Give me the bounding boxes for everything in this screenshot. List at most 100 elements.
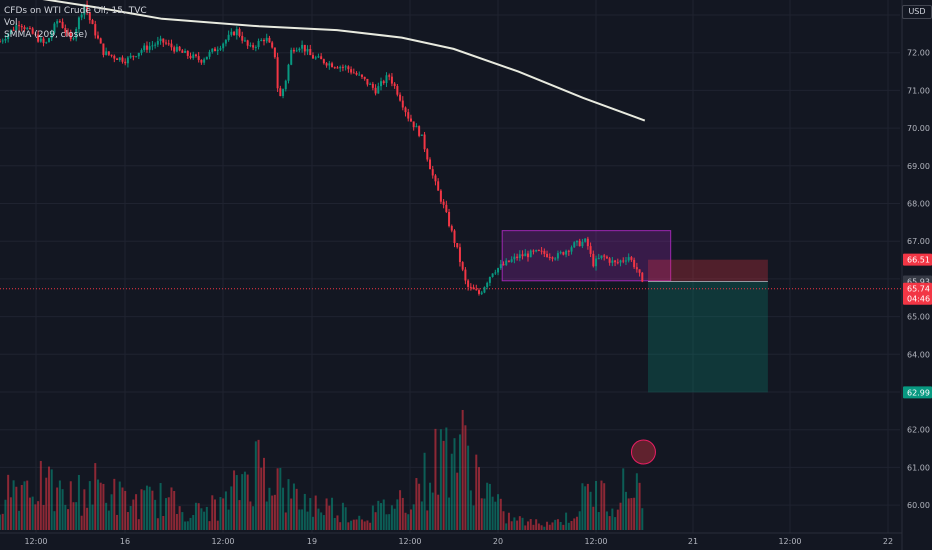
candle-body xyxy=(584,238,587,242)
volume-bar xyxy=(619,502,622,530)
volume-bar xyxy=(284,512,287,530)
candle-body xyxy=(37,34,40,42)
candle-body xyxy=(287,64,290,81)
volume-bar xyxy=(573,518,576,530)
volume-bar xyxy=(437,494,440,530)
volume-bar xyxy=(390,505,393,530)
bar-countdown-label: 04:46 xyxy=(907,295,930,304)
candle-body xyxy=(189,55,192,59)
volume-bar xyxy=(58,480,61,530)
volume-bar xyxy=(170,487,173,530)
volume-bar xyxy=(526,521,529,530)
volume-bar xyxy=(614,517,617,530)
candle-body xyxy=(311,55,314,59)
candle-body xyxy=(480,292,483,294)
chart-legend: CFDs on WTI Crude Oil, 15, TVC Vol SMMA … xyxy=(4,5,147,41)
symbol-title[interactable]: CFDs on WTI Crude Oil, 15, TVC xyxy=(4,6,147,16)
volume-bar xyxy=(567,522,570,530)
candle-body xyxy=(627,257,630,261)
volume-bar xyxy=(254,441,257,530)
volume-bar xyxy=(148,486,151,530)
volume-bar xyxy=(181,512,184,530)
volume-bar xyxy=(118,481,121,530)
candle-body xyxy=(4,38,7,41)
volume-indicator-label[interactable]: Vol xyxy=(4,18,18,28)
volume-bar xyxy=(434,428,437,530)
candle-body xyxy=(458,247,461,263)
volume-bar xyxy=(28,497,31,530)
candle-body xyxy=(322,59,325,64)
candle-body xyxy=(154,44,157,46)
candle-body xyxy=(494,272,497,274)
volume-bar xyxy=(175,513,178,530)
candle-body xyxy=(434,175,437,182)
chart-drawings[interactable] xyxy=(0,230,902,393)
candle-body xyxy=(467,280,470,287)
candle-body xyxy=(325,63,328,66)
volume-bar xyxy=(77,474,80,530)
time-axis[interactable]: 12:00 16 12:00 19 12:00 20 12:00 21 12:00 22 xyxy=(0,532,902,546)
volume-bar xyxy=(507,512,510,530)
volume-bar xyxy=(439,429,442,530)
candle-body xyxy=(181,50,184,53)
volume-bar xyxy=(265,501,268,530)
candle-body xyxy=(23,27,26,30)
candle-body xyxy=(586,238,589,247)
price-axis[interactable]: 73.0072.0071.0070.0069.0068.0067.0066.00… xyxy=(901,0,930,550)
time-tick-label: 12:00 xyxy=(398,537,421,546)
volume-bar xyxy=(317,508,320,530)
currency-button[interactable]: USD xyxy=(902,5,932,19)
candle-body xyxy=(124,61,127,64)
price-tick-label: 72.00 xyxy=(907,49,930,58)
candle-body xyxy=(396,86,399,95)
candle-body xyxy=(132,55,135,57)
candle-body xyxy=(77,17,80,29)
volume-bar xyxy=(113,478,116,530)
volume-bar xyxy=(524,525,527,530)
volume-bar xyxy=(429,482,432,530)
target-price-label: 62.99 xyxy=(907,388,930,397)
candle-body xyxy=(505,260,508,265)
volume-bar xyxy=(450,453,453,530)
candle-body xyxy=(290,49,293,65)
candle-body xyxy=(249,45,252,47)
price-tick-label: 71.00 xyxy=(907,86,930,95)
volume-bar xyxy=(605,511,608,530)
volume-bar xyxy=(445,427,448,530)
volume-bar xyxy=(497,494,500,530)
candle-body xyxy=(344,66,347,68)
candle-body xyxy=(20,25,23,28)
candle-body xyxy=(575,240,578,243)
target-price-label-bg xyxy=(903,386,932,399)
candle-body xyxy=(518,254,521,259)
candle-body xyxy=(69,32,72,39)
candle-body xyxy=(126,57,129,64)
volume-bar xyxy=(347,522,350,530)
volume-bar xyxy=(107,510,110,530)
candle-body xyxy=(393,83,396,87)
price-tick-label: 62.00 xyxy=(907,426,930,435)
smma-indicator-label[interactable]: SMMA (209, close) xyxy=(4,30,88,40)
candle-body xyxy=(453,230,456,243)
volume-bar xyxy=(83,489,86,530)
candle-body xyxy=(328,63,331,66)
volume-bar xyxy=(339,522,342,530)
volume-bar xyxy=(603,483,606,530)
candle-body xyxy=(352,72,355,74)
volume-bar xyxy=(184,521,187,530)
candle-body xyxy=(241,35,244,41)
candle-body xyxy=(331,63,334,68)
price-tick-label: 65.00 xyxy=(907,313,930,322)
volume-bar xyxy=(464,425,467,530)
volume-bar xyxy=(415,478,418,530)
candle-body xyxy=(273,47,276,58)
volume-bar xyxy=(589,491,592,530)
volume-bar xyxy=(540,525,543,530)
volume-bar xyxy=(37,501,40,530)
candle-body xyxy=(554,258,557,260)
candle-body xyxy=(205,56,208,60)
volume-bar xyxy=(431,492,434,530)
candle-body xyxy=(224,40,227,44)
